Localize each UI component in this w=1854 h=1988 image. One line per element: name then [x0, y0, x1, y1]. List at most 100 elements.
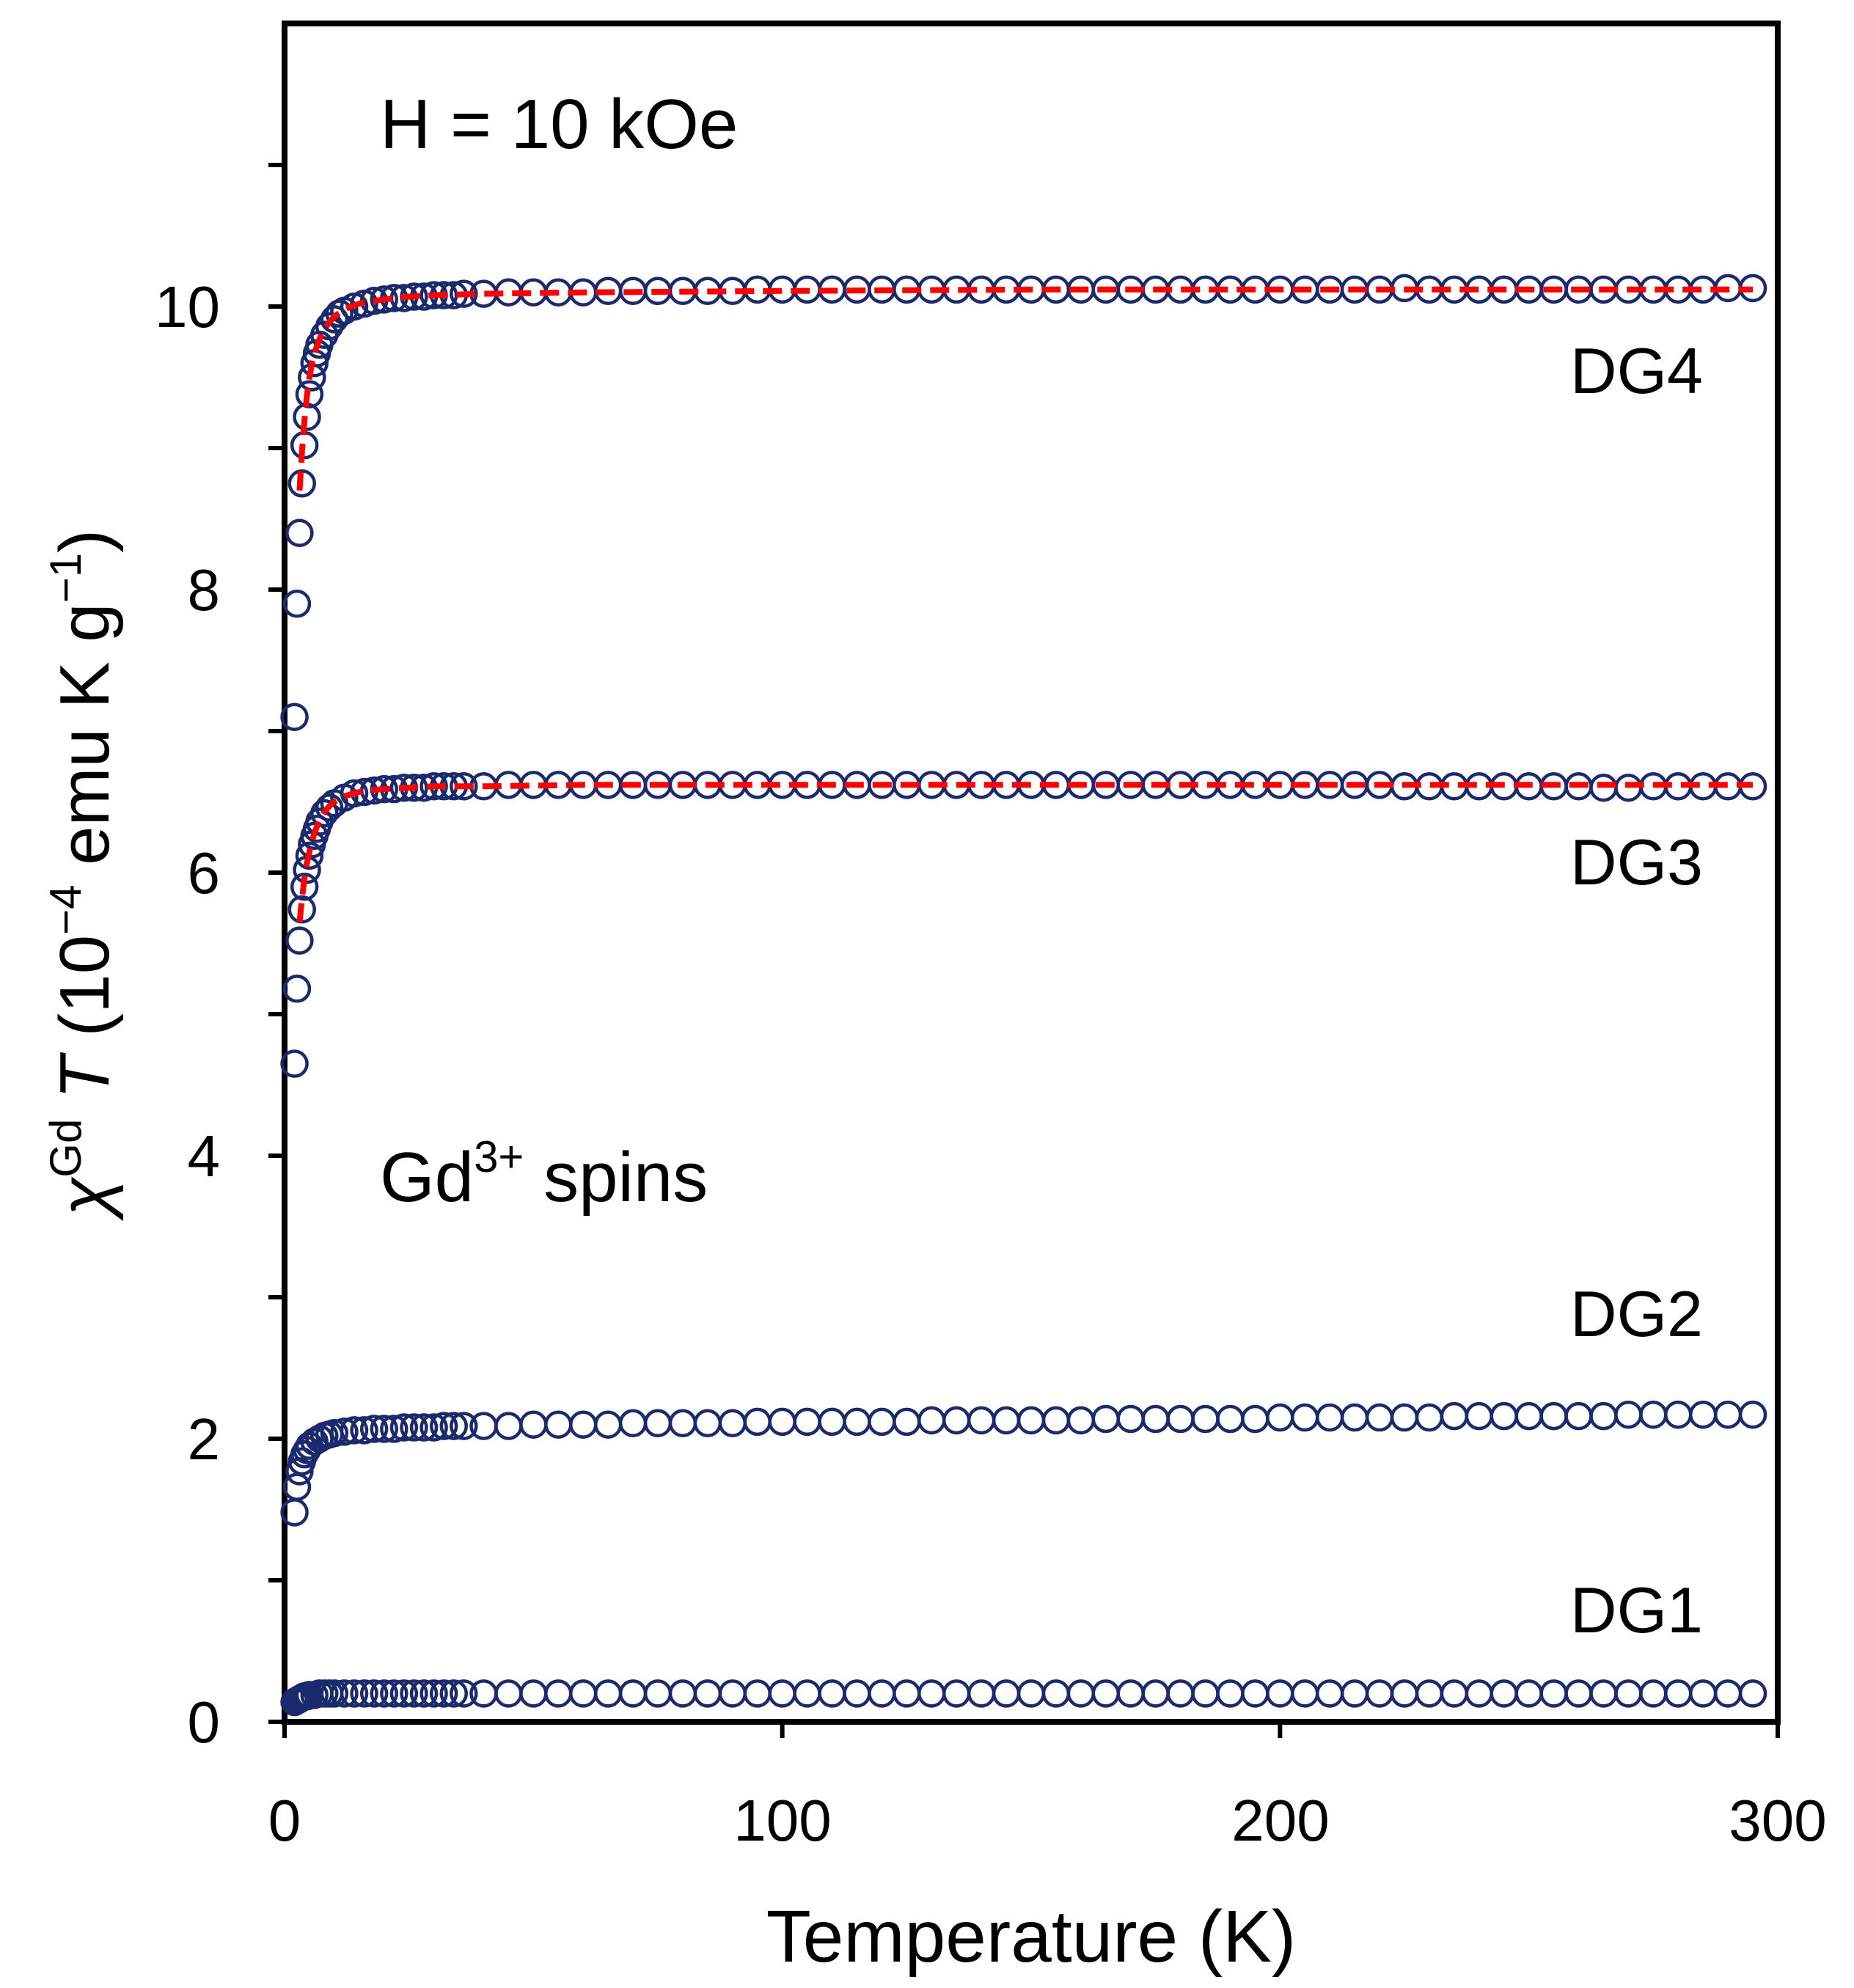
series-dg3 — [280, 771, 1767, 1078]
data-point — [370, 1415, 398, 1443]
data-point — [1315, 1403, 1344, 1432]
data-point — [1390, 1403, 1419, 1432]
data-point — [568, 1679, 598, 1708]
data-point — [1291, 1679, 1319, 1708]
data-point — [1713, 1400, 1743, 1429]
data-point — [1490, 1679, 1518, 1708]
data-point — [967, 1679, 996, 1708]
data-point — [419, 1413, 448, 1442]
data-point — [868, 1679, 896, 1708]
data-point — [1340, 1403, 1369, 1432]
data-point — [419, 1679, 448, 1708]
data-point — [295, 380, 324, 408]
data-point — [1016, 1679, 1046, 1708]
data-point — [718, 1679, 747, 1708]
data-point — [1266, 1403, 1294, 1432]
data-point — [1415, 1403, 1444, 1432]
data-point — [1738, 1400, 1767, 1429]
data-point — [967, 1406, 996, 1435]
data-point — [618, 1409, 648, 1438]
data-point — [1041, 1679, 1071, 1708]
data-point — [818, 1679, 846, 1708]
data-point — [280, 1049, 309, 1078]
data-point — [439, 1679, 468, 1708]
y-axis-title: χGd T (10−4 emu K g−1) — [41, 529, 124, 1221]
data-point — [743, 1407, 772, 1437]
data-point — [917, 1406, 946, 1435]
data-point — [450, 772, 478, 801]
data-point — [1664, 1400, 1693, 1429]
y-axis-chi-superscript: Gd — [41, 1119, 90, 1178]
y-tick-labels: 0 2 4 6 8 10 — [155, 274, 220, 1755]
data-point — [419, 772, 448, 801]
y-axis-variable-t: T — [45, 1052, 124, 1099]
data-point — [409, 1413, 439, 1442]
data-point — [1216, 1404, 1245, 1434]
data-point — [917, 1679, 946, 1708]
data-point — [893, 1407, 921, 1437]
y-tick-label: 10 — [155, 274, 220, 340]
data-point — [643, 1679, 673, 1708]
data-point — [992, 1679, 1021, 1708]
series-dg1 — [280, 1679, 1767, 1717]
data-point — [1639, 1400, 1668, 1429]
data-point — [1564, 1401, 1593, 1431]
data-point — [1141, 1404, 1170, 1434]
y-tick-label: 4 — [188, 1123, 221, 1189]
data-point — [290, 873, 319, 901]
data-point — [942, 1679, 971, 1708]
data-point — [544, 1410, 573, 1439]
data-point — [768, 1679, 796, 1708]
data-point — [315, 793, 344, 822]
data-point — [400, 1413, 428, 1442]
data-point — [450, 1679, 478, 1708]
data-point — [1216, 1679, 1245, 1708]
data-point — [1465, 1679, 1494, 1708]
data-point — [768, 1407, 796, 1437]
data-point — [693, 1409, 722, 1438]
y-axis-ticks — [268, 163, 285, 1724]
data-point — [340, 1416, 369, 1445]
fit-curve-dg4 — [296, 286, 1754, 491]
data-point — [380, 1415, 408, 1443]
data-point — [370, 1679, 398, 1708]
y-axis-chi-symbol: χ — [45, 1176, 124, 1221]
x-axis-title: Temperature (K) — [766, 1896, 1296, 1978]
data-point — [295, 841, 324, 870]
data-point — [1241, 1404, 1269, 1434]
fit-curve-dg3 — [296, 782, 1754, 923]
data-point — [1291, 1403, 1319, 1432]
data-point — [593, 1410, 623, 1439]
x-tick-labels: 0 100 200 300 — [268, 1788, 1827, 1853]
data-point — [1066, 1406, 1096, 1435]
data-point — [1564, 1679, 1593, 1708]
data-point — [668, 1679, 697, 1708]
data-point — [340, 1679, 369, 1708]
data-point — [320, 1679, 349, 1708]
data-point — [1514, 1679, 1543, 1708]
data-point — [285, 926, 314, 955]
data-point — [544, 1679, 573, 1708]
data-point — [1415, 1679, 1444, 1708]
spins-suffix: spins — [524, 1138, 708, 1217]
data-point — [718, 1409, 747, 1438]
data-point — [359, 1679, 389, 1708]
data-point — [1191, 1404, 1220, 1434]
x-tick-label: 200 — [1231, 1788, 1329, 1853]
data-point — [743, 1679, 772, 1708]
data-point — [439, 1412, 468, 1440]
data-point — [1688, 1400, 1718, 1429]
y-tick-label: 6 — [188, 840, 221, 906]
data-point — [1589, 1679, 1618, 1708]
data-point — [1041, 1406, 1071, 1435]
series-label-dg2: DG2 — [1570, 1277, 1703, 1350]
data-point — [843, 1407, 871, 1437]
fit-curves — [296, 286, 1754, 923]
data-point — [1490, 1401, 1518, 1431]
data-markers — [280, 274, 1767, 1717]
data-point — [519, 1410, 548, 1439]
y-tick-label: 8 — [188, 557, 221, 623]
data-point — [1440, 1679, 1469, 1708]
spins-superscript: 3+ — [474, 1132, 524, 1181]
